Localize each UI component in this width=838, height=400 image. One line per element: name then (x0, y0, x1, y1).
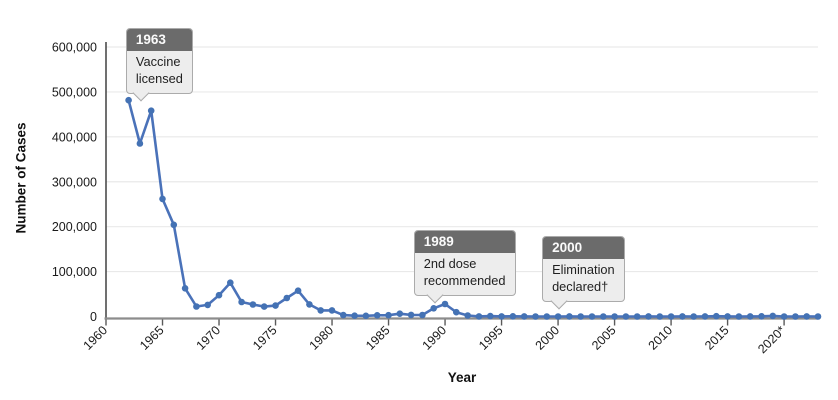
data-point-1995 (498, 313, 505, 320)
y-tick-label: 300,000 (52, 175, 97, 189)
data-point-1962 (125, 96, 132, 104)
y-axis-title: Number of Cases (13, 122, 29, 234)
data-point-1982 (351, 312, 358, 320)
x-tick-label: 2005 (589, 323, 619, 353)
data-point-2001 (566, 313, 573, 320)
data-point-2000 (554, 313, 562, 320)
data-point-1964 (147, 107, 155, 114)
data-point-1996 (509, 313, 517, 320)
data-point-2002 (577, 313, 584, 320)
data-point-2022 (803, 313, 810, 320)
data-point-1973 (249, 301, 257, 308)
data-point-2015 (724, 313, 731, 320)
data-point-1967 (181, 285, 189, 292)
data-point-2009 (656, 313, 664, 320)
data-point-2016 (735, 313, 743, 320)
data-point-1971 (227, 279, 234, 287)
x-axis-title: Year (447, 370, 477, 385)
data-point-2011 (679, 313, 686, 320)
y-tick-label: 400,000 (52, 130, 97, 144)
data-point-1989 (430, 305, 438, 312)
data-point-1969 (204, 301, 211, 309)
data-point-1988 (419, 311, 426, 319)
data-point-1992 (464, 312, 472, 319)
x-tick-label: 2015 (702, 323, 732, 353)
data-point-2007 (633, 313, 641, 320)
data-point-2020 (780, 313, 788, 320)
data-point-1981 (340, 311, 347, 319)
data-point-1975 (272, 302, 279, 309)
data-point-2012 (690, 313, 697, 320)
data-point-1985 (385, 311, 392, 319)
data-point-2010 (667, 313, 675, 320)
data-point-2018 (758, 313, 765, 320)
data-point-1991 (453, 308, 460, 316)
data-point-1993 (475, 313, 483, 320)
data-point-1970 (215, 291, 223, 299)
data-point-2004 (600, 313, 607, 320)
x-tick-label: 1965 (137, 323, 167, 353)
data-point-1978 (306, 301, 313, 308)
x-tick-label: 1970 (194, 323, 224, 353)
x-tick-label: 1980 (307, 323, 337, 353)
y-tick-label: 200,000 (52, 220, 97, 234)
data-point-1986 (396, 310, 404, 318)
data-point-1972 (238, 298, 245, 306)
data-point-1977 (294, 287, 302, 295)
data-point-1999 (543, 313, 551, 320)
x-tick-label: 2020* (755, 323, 788, 356)
data-point-1987 (407, 311, 415, 319)
x-tick-label: 1995 (476, 323, 506, 353)
data-point-1968 (193, 303, 200, 310)
data-point-1983 (362, 312, 370, 320)
data-point-1998 (532, 313, 539, 320)
data-point-2017 (746, 313, 754, 320)
data-point-1965 (159, 195, 166, 203)
data-point-2019 (769, 312, 777, 320)
data-point-2014 (713, 312, 720, 320)
y-tick-label: 500,000 (52, 85, 97, 99)
data-point-1994 (487, 312, 494, 320)
data-point-2023 (814, 313, 822, 320)
x-tick-label: 1985 (363, 323, 393, 353)
data-point-1984 (373, 312, 381, 319)
data-point-2008 (645, 313, 652, 320)
data-point-1974 (260, 303, 268, 310)
x-tick-label: 1975 (250, 323, 280, 353)
data-point-1997 (520, 313, 528, 320)
data-point-1979 (317, 307, 325, 314)
data-point-2013 (701, 313, 709, 320)
data-point-1963 (136, 140, 144, 147)
data-point-2003 (588, 313, 596, 320)
y-tick-label: 0 (90, 310, 97, 324)
x-tick-label: 2000 (533, 323, 563, 353)
data-point-1980 (328, 307, 336, 314)
x-tick-label: 2010 (646, 323, 676, 353)
x-tick-label: 1990 (420, 323, 450, 353)
data-point-2005 (611, 313, 618, 320)
y-tick-label: 600,000 (52, 41, 97, 55)
data-point-1976 (283, 294, 291, 302)
data-point-1990 (441, 300, 449, 308)
data-point-2006 (622, 313, 630, 320)
data-point-1966 (170, 221, 178, 229)
data-point-2021 (792, 313, 799, 320)
x-tick-label: 1960 (81, 323, 111, 353)
y-tick-label: 100,000 (52, 265, 97, 279)
